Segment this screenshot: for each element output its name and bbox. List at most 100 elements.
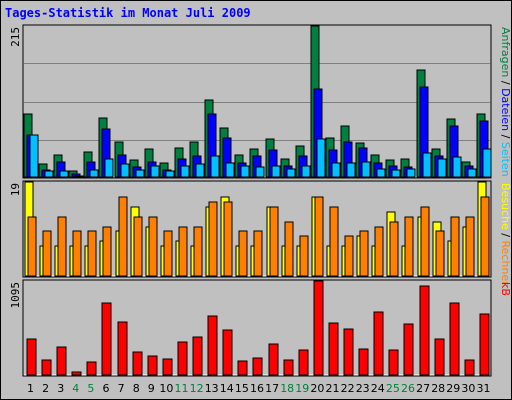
day-label-16: 16	[250, 382, 264, 395]
kb-bar-kb-day-11	[177, 341, 188, 376]
day-label-10: 10	[159, 382, 173, 395]
hits-bar-seiten-day-12	[195, 163, 205, 178]
kb-bar-kb-day-3	[56, 346, 67, 376]
hits-bar-seiten-day-11	[180, 165, 190, 178]
hits-bar-seiten-day-26	[406, 168, 416, 178]
right-legend-labels: Anfragen / Dateien / Seiten Besuche / Rec…	[499, 27, 512, 296]
y-max-labels: 215 19 1095	[9, 27, 22, 309]
kb-bar-kb-day-24	[373, 311, 384, 376]
chart-title: Tages-Statistik im Monat Juli 2009	[5, 6, 251, 20]
hits-bar-seiten-day-3	[59, 170, 69, 178]
visits-bar-rechner-day-27	[420, 206, 430, 277]
kb-bar-kb-day-21	[328, 322, 339, 376]
visits-bar-rechner-day-21	[329, 206, 339, 277]
day-label-30: 30	[461, 382, 475, 395]
day-label-15: 15	[235, 382, 249, 395]
kb-bar-kb-day-26	[403, 323, 414, 376]
kb-bar-kb-day-5	[86, 361, 97, 376]
hits-bar-seiten-day-20	[316, 138, 326, 178]
day-label-21: 21	[326, 382, 340, 395]
kb-bar-kb-day-20	[313, 280, 324, 376]
visits-legend-label: Besuche / Rechner	[499, 183, 512, 286]
day-label-3: 3	[57, 382, 64, 395]
visits-bar-rechner-day-26	[404, 216, 414, 277]
visits-bar-rechner-day-24	[374, 226, 384, 277]
hits-y-max-label: 215	[9, 27, 22, 47]
kb-y-max-label: 1095	[9, 282, 22, 309]
kb-bar-kb-day-13	[207, 315, 218, 376]
visits-bar-rechner-day-23	[359, 230, 369, 277]
hits-bar-seiten-day-23	[361, 161, 371, 178]
kb-bar-kb-day-19	[298, 349, 309, 376]
visits-bar-rechner-day-25	[389, 221, 399, 277]
hits-bar-seiten-day-16	[255, 166, 265, 178]
day-label-28: 28	[431, 382, 445, 395]
day-label-6: 6	[103, 382, 110, 395]
hits-bar-seiten-day-7	[120, 163, 130, 178]
visits-bar-rechner-day-18	[284, 221, 294, 277]
day-label-8: 8	[133, 382, 140, 395]
visits-bar-rechner-day-19	[299, 235, 309, 277]
visits-bar-rechner-day-9	[148, 216, 158, 277]
visits-bar-rechner-day-30	[465, 216, 475, 277]
hits-bar-seiten-day-28	[437, 158, 447, 178]
hits-bar-seiten-day-17	[271, 165, 281, 178]
hits-bar-seiten-day-27	[422, 152, 432, 178]
hits-bar-seiten-day-31	[482, 148, 492, 178]
kb-bar-kb-day-6	[101, 302, 112, 376]
kb-bar-kb-day-25	[388, 349, 399, 376]
hits-bar-seiten-day-22	[346, 162, 356, 178]
visits-bar-rechner-day-3	[57, 216, 67, 277]
kb-bar-kb-day-17	[268, 343, 279, 376]
visits-bar-rechner-day-7	[118, 196, 128, 277]
day-label-20: 20	[310, 382, 324, 395]
visits-bar-rechner-day-31	[480, 196, 490, 277]
visits-bar-rechner-day-8	[133, 216, 143, 277]
day-label-31: 31	[477, 382, 491, 395]
kb-bar-kb-day-14	[222, 329, 233, 376]
visits-bar-rechner-day-4	[72, 230, 82, 277]
hits-bar-seiten-day-8	[135, 169, 145, 178]
visits-bar-rechner-day-15	[238, 230, 248, 277]
visits-y-max-label: 19	[9, 183, 22, 196]
visits-bar-rechner-day-17	[269, 206, 279, 277]
visits-bar-rechner-day-22	[344, 235, 354, 277]
visits-legend-part-1: /	[499, 230, 512, 241]
kb-bar-kb-day-29	[449, 302, 460, 376]
day-label-29: 29	[446, 382, 460, 395]
hits-bar-seiten-day-25	[391, 169, 401, 178]
hits-bar-seiten-day-1	[29, 134, 39, 178]
hits-bar-seiten-day-30	[467, 168, 477, 178]
day-label-26: 26	[401, 382, 415, 395]
visits-bar-rechner-day-20	[314, 196, 324, 277]
day-label-13: 13	[205, 382, 219, 395]
hits-bar-seiten-day-15	[240, 165, 250, 178]
hits-legend-label: Anfragen / Dateien / Seiten	[499, 27, 512, 177]
kb-bar-kb-day-23	[358, 348, 369, 376]
kb-legend-label: kB	[499, 282, 512, 296]
hits-bar-seiten-day-24	[376, 168, 386, 178]
day-label-24: 24	[371, 382, 385, 395]
hits-bar-seiten-day-10	[165, 170, 175, 178]
visits-bar-rechner-day-10	[163, 230, 173, 277]
day-labels: 1 2 3 4 5 6 7 8 9 10 11 12 13 14 15 16 17 18 19 20 21 22 23 24 2…	[27, 382, 491, 395]
hits-bar-seiten-day-2	[44, 170, 54, 178]
hits-bar-seiten-day-18	[286, 168, 296, 178]
visits-legend-part-0: Besuche	[499, 183, 512, 230]
kb-bar-kb-day-4	[71, 371, 82, 376]
hits-bar-seiten-day-4	[74, 175, 84, 178]
hits-bar-seiten-day-29	[452, 156, 462, 178]
day-label-19: 19	[295, 382, 309, 395]
visits-bar-rechner-day-28	[435, 230, 445, 277]
kb-legend-part-0: kB	[499, 282, 512, 296]
kb-bar-kb-day-31	[479, 313, 490, 376]
visits-bar-rechner-day-2	[42, 230, 52, 277]
hits-bar-seiten-day-5	[89, 169, 99, 178]
visits-bar-rechner-day-16	[253, 230, 263, 277]
kb-bar-kb-day-27	[419, 285, 430, 376]
day-label-14: 14	[220, 382, 234, 395]
hits-bar-seiten-day-13	[210, 155, 220, 178]
bars	[23, 25, 492, 376]
day-label-27: 27	[416, 382, 430, 395]
hits-legend-part-4: Seiten	[499, 142, 512, 177]
